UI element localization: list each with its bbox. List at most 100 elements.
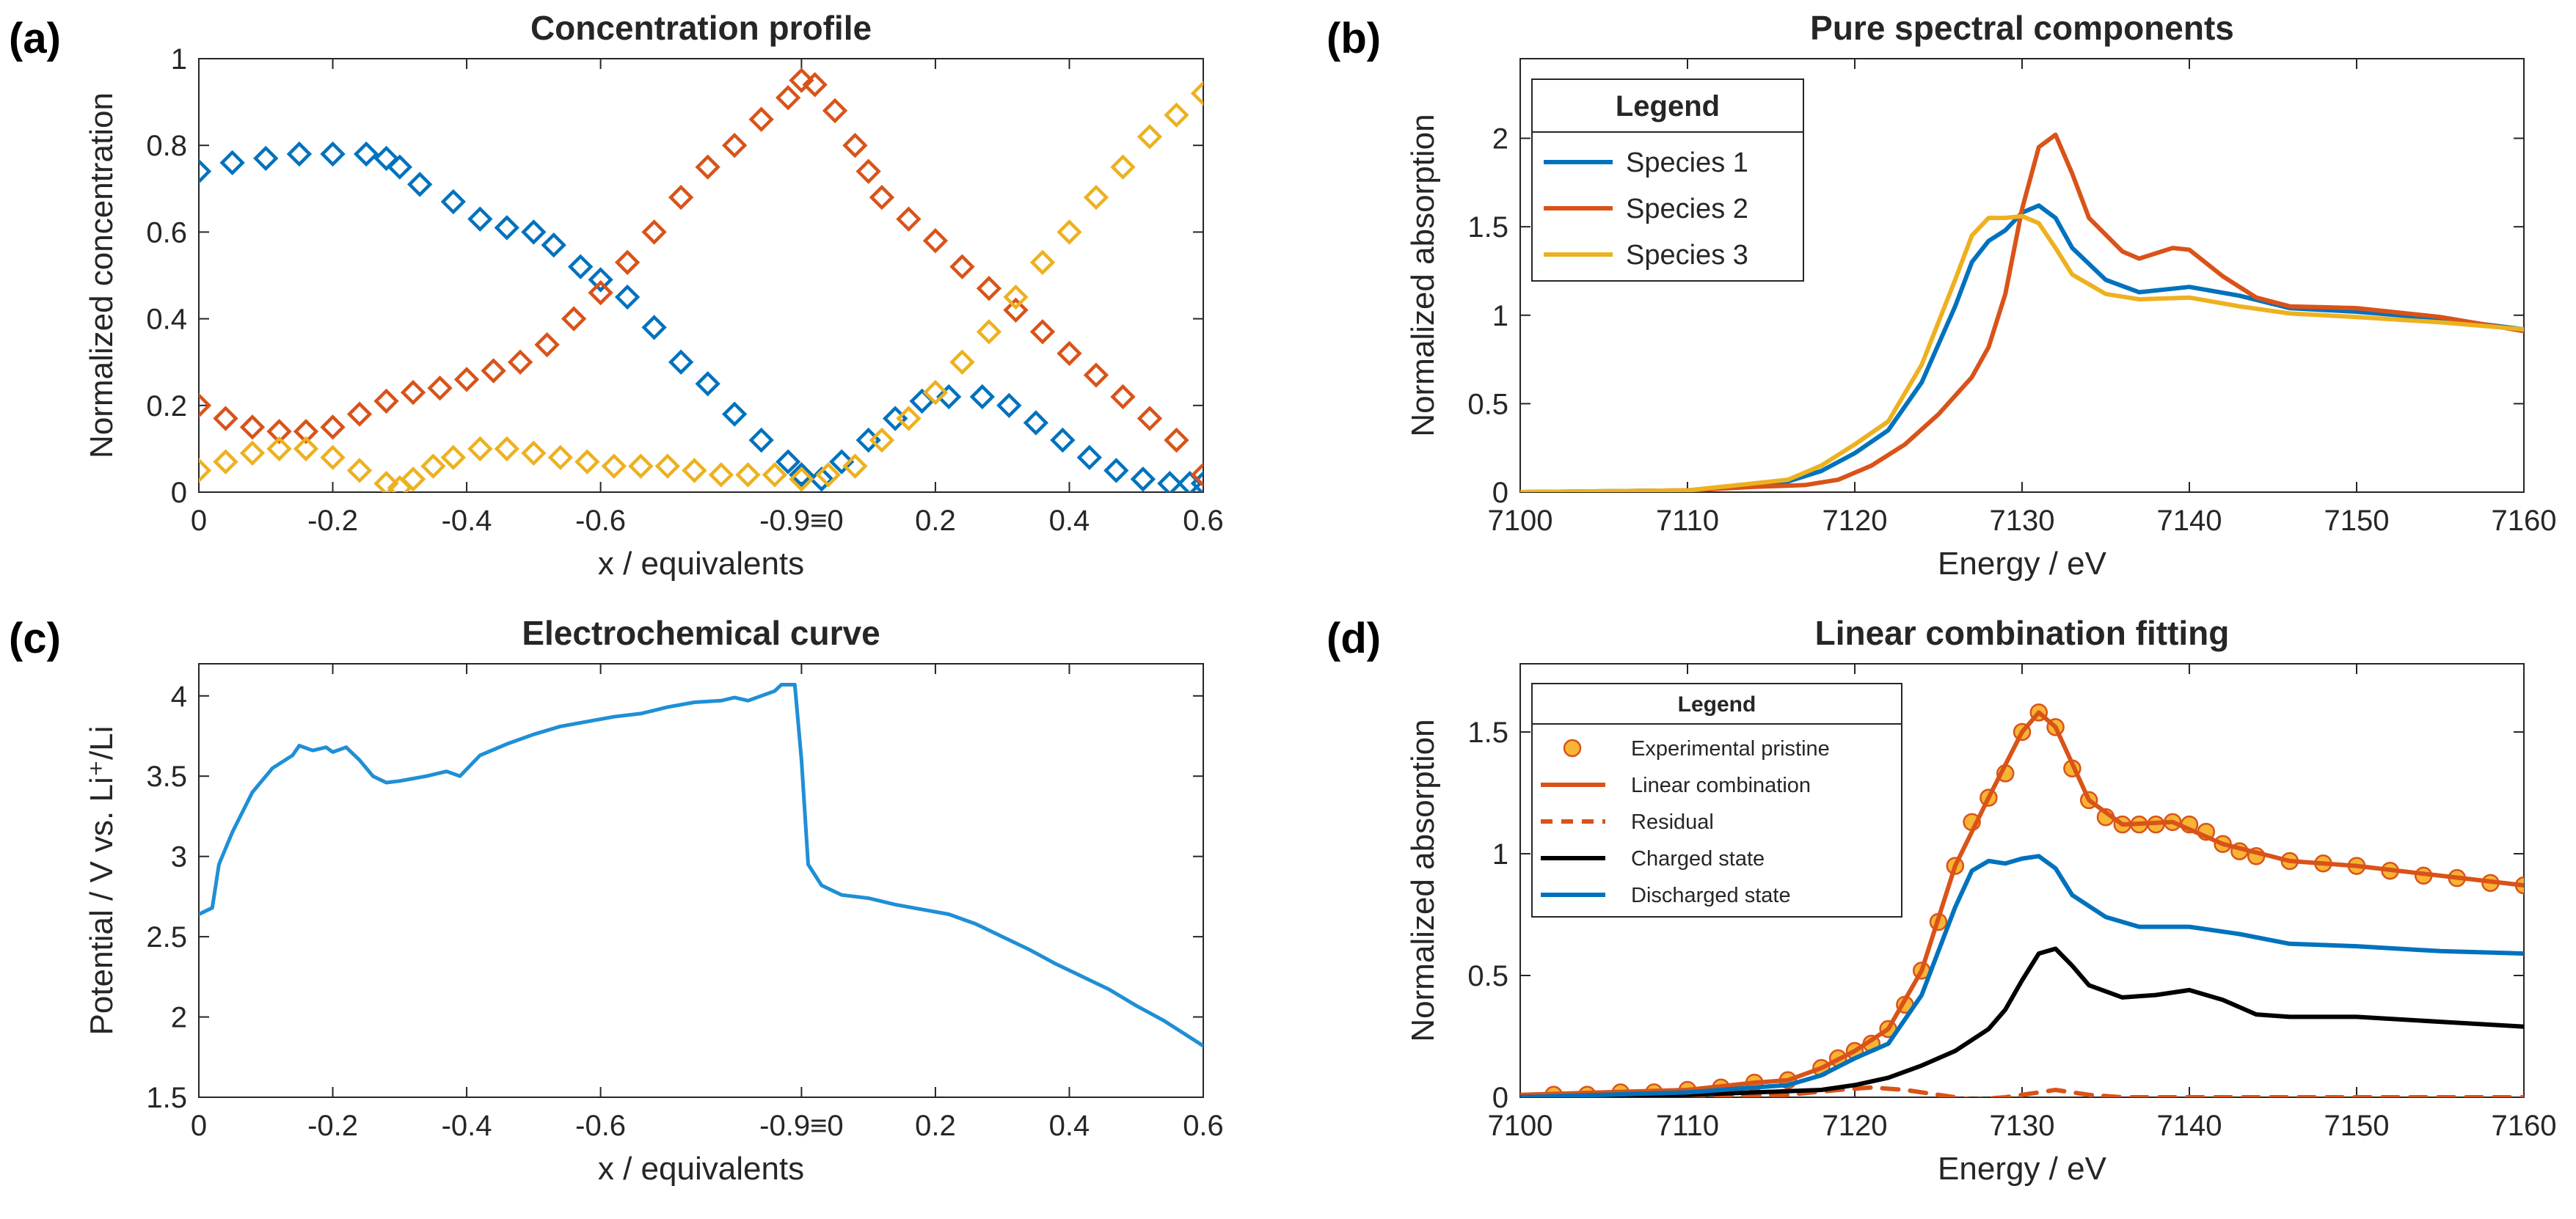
data-point: [1057, 340, 1082, 367]
x-tick-label: 7160: [2492, 1110, 2557, 1142]
data-point: [614, 284, 641, 310]
y-axis-label: Normalized concentration: [84, 92, 120, 458]
legend-entry: Species 3: [1626, 240, 1748, 271]
series-charged-state-line: [1520, 946, 2524, 1097]
data-point: [976, 276, 1002, 301]
x-axis-label: Energy / eV: [1938, 1151, 2107, 1187]
plot-area: [199, 683, 1203, 1048]
x-tick-label: -0.9≡0: [759, 505, 844, 537]
x-tick-label: 0.2: [915, 1110, 956, 1142]
series-discharged-state-line: [1520, 854, 2524, 1097]
data-point: [293, 419, 319, 444]
panel-b: (b) Pure spectral components 7100 7110 7120 7…: [1327, 9, 2556, 582]
data-point: [1130, 466, 1156, 492]
data-point: [949, 254, 975, 279]
data-point: [748, 106, 774, 132]
x-tick-label: 7130: [1990, 1110, 2055, 1142]
y-tick-label: 1.5: [1467, 211, 1508, 244]
plot-area: [1520, 132, 2524, 492]
data-point: [427, 375, 453, 401]
data-point: [521, 440, 547, 466]
y-tick-label: 0.2: [146, 390, 187, 422]
y-tick-label: 0.8: [146, 130, 187, 162]
data-point: [1050, 427, 1076, 453]
x-tick-label: 0.4: [1049, 1110, 1090, 1142]
data-point: [721, 133, 748, 158]
data-point: [320, 414, 346, 440]
data-point: [828, 449, 855, 475]
y-tick-label: 2: [1492, 123, 1508, 155]
data-point: [1190, 81, 1203, 106]
series-species-3: [199, 81, 1203, 492]
legend-title: Legend: [1678, 692, 1756, 717]
data-point: [1003, 284, 1029, 310]
y-axis-label: Potential / V vs. Li⁺/Li: [84, 726, 120, 1036]
legend-title: Legend: [1616, 90, 1720, 122]
data-point: [922, 379, 949, 406]
y-tick-label: 0: [1492, 477, 1508, 509]
data-point: [1057, 219, 1082, 245]
data-point: [219, 150, 245, 176]
data-point: [400, 379, 426, 406]
data-point: [568, 254, 594, 279]
legend-entry: Charged state: [1631, 847, 1765, 871]
data-point: [641, 315, 667, 340]
data-point: [199, 392, 212, 418]
data-point: [969, 384, 996, 410]
y-tick-label: 1: [171, 43, 187, 76]
x-tick-label: 7110: [1656, 1110, 1719, 1142]
x-tick-label: 7160: [2492, 505, 2557, 537]
data-point: [266, 419, 292, 444]
data-point: [855, 427, 881, 453]
legend-entry: Species 2: [1626, 194, 1748, 224]
x-tick-label: 0.4: [1049, 505, 1090, 537]
x-tick-label: 0.2: [915, 505, 956, 537]
x-tick-label: 7130: [1990, 505, 2055, 537]
data-point: [695, 154, 720, 180]
legend-entry: Species 1: [1626, 147, 1748, 178]
data-point: [1083, 184, 1109, 211]
x-tick-label: -0.4: [442, 505, 492, 537]
data-point: [440, 188, 466, 215]
panel-label: (d): [1327, 615, 1381, 662]
y-tick-label: 3: [171, 841, 187, 874]
y-tick-label: 0: [171, 477, 187, 509]
data-point: [815, 462, 842, 488]
data-point: [1164, 102, 1189, 128]
data-point: [1003, 297, 1029, 323]
panel-label: (c): [9, 615, 61, 662]
y-tick-label: 0.6: [146, 216, 187, 249]
data-point: [842, 133, 868, 158]
data-point: [682, 458, 707, 483]
data-point: [320, 444, 346, 470]
legend-box: [1531, 78, 1804, 282]
data-point: [373, 145, 399, 172]
series-species-3-line: [1520, 213, 2524, 492]
data-point: [1083, 362, 1109, 388]
panel-d: (d) Linear combination fitting 7100 7110 712…: [1327, 614, 2556, 1187]
data-point: [440, 444, 466, 470]
x-tick-label: 7120: [1822, 505, 1888, 537]
data-point: [842, 453, 868, 479]
legend-entry: Discharged state: [1631, 884, 1791, 907]
data-point: [1110, 384, 1136, 410]
data-point: [1157, 470, 1183, 492]
data-point: [708, 462, 734, 488]
y-tick-label: 1: [1492, 300, 1508, 332]
x-tick-label: 7100: [1488, 1110, 1553, 1142]
data-point: [541, 232, 566, 258]
chart-title: Electrochemical curve: [522, 614, 880, 652]
data-point: [748, 427, 774, 453]
data-point: [1164, 427, 1189, 453]
data-point: [949, 349, 975, 375]
data-point: [293, 436, 319, 462]
y-tick-label: 3.5: [146, 761, 187, 793]
y-tick-label: 0.4: [146, 304, 187, 336]
series-potential-line: [199, 683, 1203, 1048]
panel-a: (a) Concentration profile 0 -0.2 -0.4 -0.6 -0.…: [9, 9, 1224, 582]
data-point: [266, 436, 292, 462]
series-species-2: [199, 67, 1203, 488]
chart-title: Linear combination fitting: [1815, 614, 2230, 652]
data-point: [467, 206, 493, 232]
data-point: [641, 219, 667, 245]
